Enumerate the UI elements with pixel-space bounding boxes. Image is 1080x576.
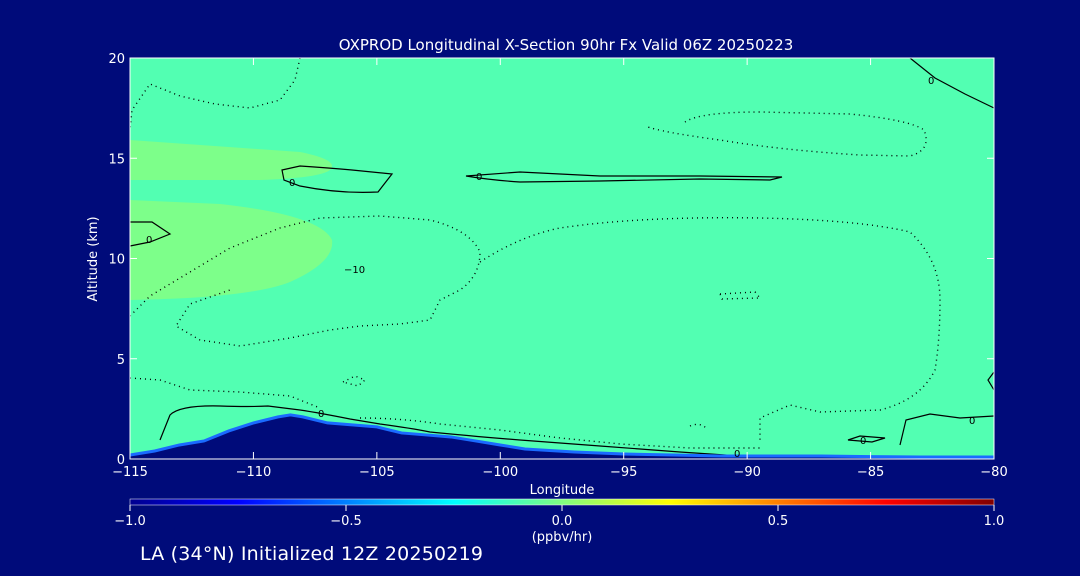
colorbar-tick-label: −1.0 <box>114 514 146 529</box>
contour-label: 0 <box>969 416 975 427</box>
colorbar-tick-label: 0.0 <box>552 514 573 529</box>
positive-region <box>130 140 333 300</box>
y-axis: 0 5 10 15 20 <box>108 52 994 468</box>
terrain-edge <box>129 413 994 459</box>
contour-zero <box>909 57 995 109</box>
x-tick-label: −85 <box>857 465 884 480</box>
colorbar-tick-label: −0.5 <box>330 514 362 529</box>
contour-negative-lines <box>129 57 941 449</box>
y-tick-label: 15 <box>108 152 125 167</box>
colorbar-tick-label: 0.5 <box>768 514 789 529</box>
contour-label: 0 <box>476 172 482 183</box>
x-tick-label: −100 <box>482 465 518 480</box>
contour-zero <box>465 171 783 183</box>
chart-title: OXPROD Longitudinal X-Section 90hr Fx Va… <box>339 36 794 54</box>
contour-zero <box>129 221 172 247</box>
y-tick-label: 0 <box>117 453 125 468</box>
y-tick-label: 20 <box>108 52 125 67</box>
contour-label: 0 <box>318 409 324 420</box>
contour-label: 0 <box>928 76 934 87</box>
contour-label: 0 <box>289 178 295 189</box>
contour-zero <box>987 371 995 391</box>
contour-label: 0 <box>146 235 152 246</box>
y-tick-label: 5 <box>117 353 125 368</box>
y-tick-label: 10 <box>108 253 125 268</box>
contour-zero <box>899 413 995 446</box>
contour-zero <box>847 435 886 443</box>
x-axis-label: Longitude <box>530 483 595 498</box>
y-axis-label: Altitude (km) <box>86 216 101 301</box>
x-axis: −115 −110 −105 −100 −95 −90 −85 −80 <box>112 58 1008 480</box>
x-tick-label: −115 <box>112 465 148 480</box>
contour-zero-lines <box>129 57 995 457</box>
contour-negative <box>689 423 707 429</box>
x-tick-label: −80 <box>980 465 1007 480</box>
contour-label: 0 <box>734 449 740 460</box>
colorbar-label: (ppbv/hr) <box>532 530 593 545</box>
colorbar-ticks: −1.0 −0.5 0.0 0.5 1.0 <box>114 505 1004 529</box>
colorbar-tick-label: 1.0 <box>984 514 1005 529</box>
x-tick-label: −90 <box>733 465 760 480</box>
footer-caption: LA (34°N) Initialized 12Z 20250219 <box>140 543 484 565</box>
contour-zero <box>159 405 741 457</box>
contour-labels: 0 0 0 0 −10 0 0 0 0 <box>146 76 975 460</box>
x-tick-label: −110 <box>236 465 272 480</box>
colorbar <box>129 498 995 506</box>
contour-negative <box>129 377 321 409</box>
contour-label: −10 <box>344 265 365 276</box>
contour-label: 0 <box>860 436 866 447</box>
contour-negative <box>644 111 927 157</box>
contour-negative <box>129 57 301 131</box>
x-tick-label: −95 <box>610 465 637 480</box>
contour-zero <box>281 165 394 193</box>
x-tick-label: −105 <box>359 465 395 480</box>
